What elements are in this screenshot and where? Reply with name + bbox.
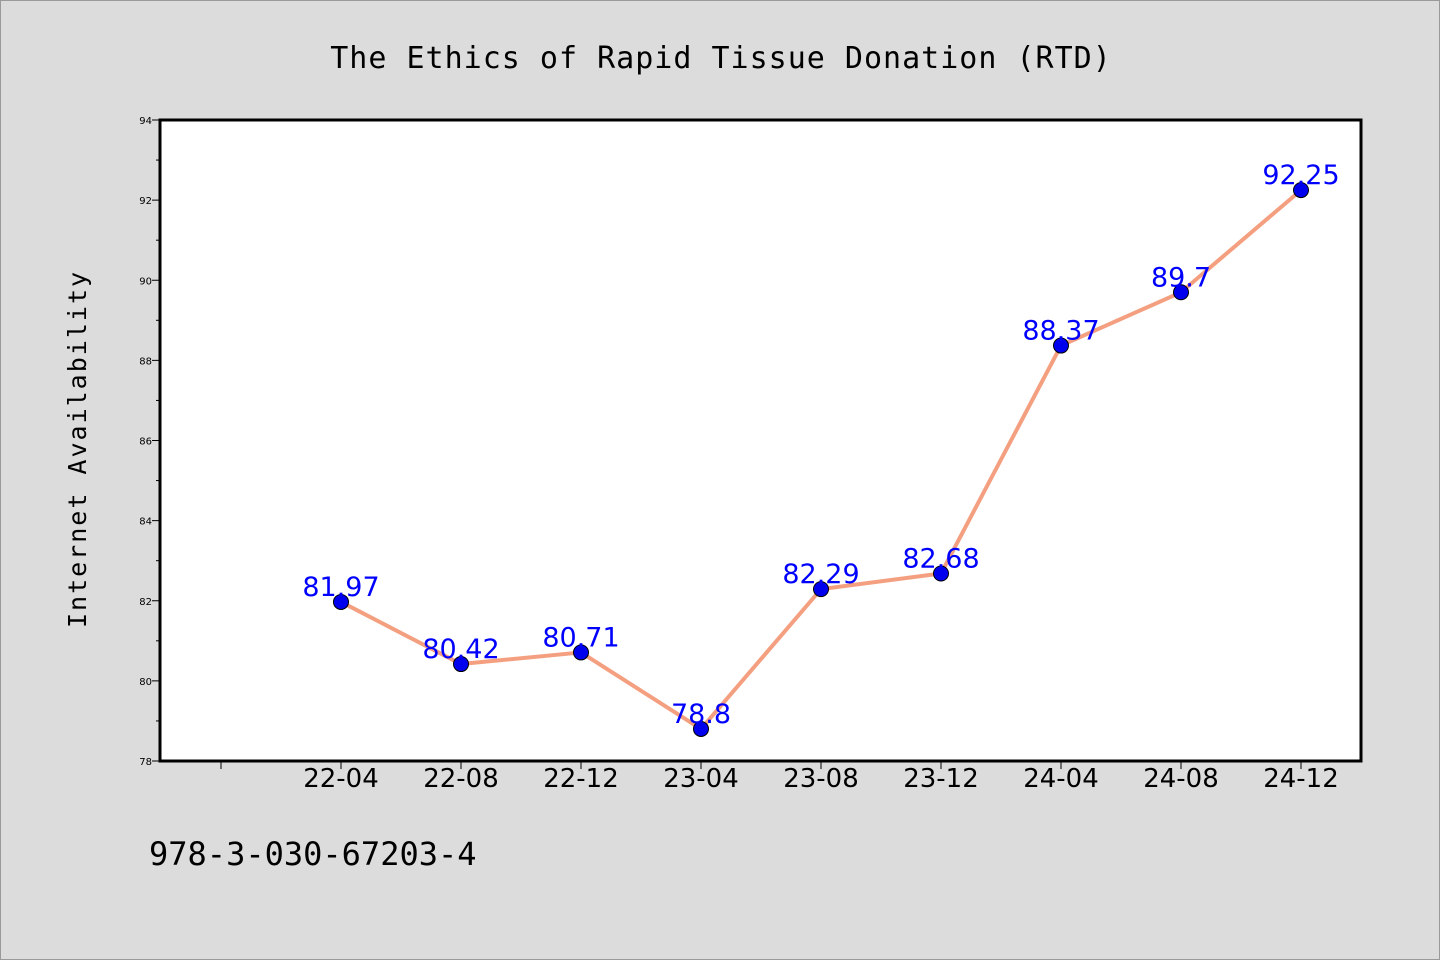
y-tick-label: 78 xyxy=(139,757,152,768)
chart-title: The Ethics of Rapid Tissue Donation (RTD… xyxy=(330,41,1112,76)
data-point xyxy=(453,656,469,673)
data-label: 81.97 xyxy=(302,572,379,603)
data-point xyxy=(333,593,349,610)
x-tick-label: 22-04 xyxy=(303,764,379,794)
data-point xyxy=(693,720,709,737)
y-tick-label: 82 xyxy=(139,597,152,608)
data-point xyxy=(573,644,589,661)
x-tick-label: 23-08 xyxy=(783,764,859,794)
plot-area xyxy=(158,118,1363,763)
y-axis-ticks: 78 80 82 84 86 88 90 92 94 xyxy=(139,116,160,768)
x-tick-label: 24-08 xyxy=(1143,764,1219,794)
x-tick-label: 23-12 xyxy=(903,764,979,794)
y-tick-label: 92 xyxy=(139,196,152,207)
data-label: 88.37 xyxy=(1022,316,1099,347)
data-label: 80.42 xyxy=(422,634,499,665)
data-point xyxy=(933,565,949,582)
y-tick-label: 94 xyxy=(139,116,152,127)
data-label: 78.8 xyxy=(671,699,731,730)
data-label: 82.68 xyxy=(902,544,979,575)
data-label: 89.7 xyxy=(1151,262,1211,293)
y-tick-label: 90 xyxy=(139,276,152,287)
x-tick-label: 22-12 xyxy=(543,764,619,794)
x-tick-label: 22-08 xyxy=(423,764,499,794)
y-tick-label: 84 xyxy=(139,517,152,528)
x-axis-ticks: 22-04 22-08 22-12 23-04 23-08 23-12 24-04 24-08… xyxy=(220,761,1339,794)
y-axis-label: Internet Availability xyxy=(63,270,92,628)
y-tick-label: 80 xyxy=(139,677,152,688)
x-tick-label: 24-12 xyxy=(1263,764,1339,794)
data-label: 92.25 xyxy=(1262,160,1339,191)
data-point xyxy=(1053,337,1069,354)
data-point xyxy=(1173,284,1189,301)
x-tick-label: 24-04 xyxy=(1023,764,1099,794)
isbn-text: 978-3-030-67203-4 xyxy=(149,835,477,873)
data-label: 80.71 xyxy=(542,622,619,653)
data-label: 82.29 xyxy=(782,559,859,590)
x-tick-label: 23-04 xyxy=(663,764,739,794)
data-point xyxy=(1293,182,1309,199)
markers-layer xyxy=(333,182,1309,737)
y-tick-label: 88 xyxy=(139,356,152,367)
y-tick-label: 86 xyxy=(139,437,152,448)
data-point xyxy=(813,581,829,598)
data-labels-layer: 81.97 80.42 80.71 78.8 82.29 82.68 88.37 89.7 92… xyxy=(302,160,1339,730)
